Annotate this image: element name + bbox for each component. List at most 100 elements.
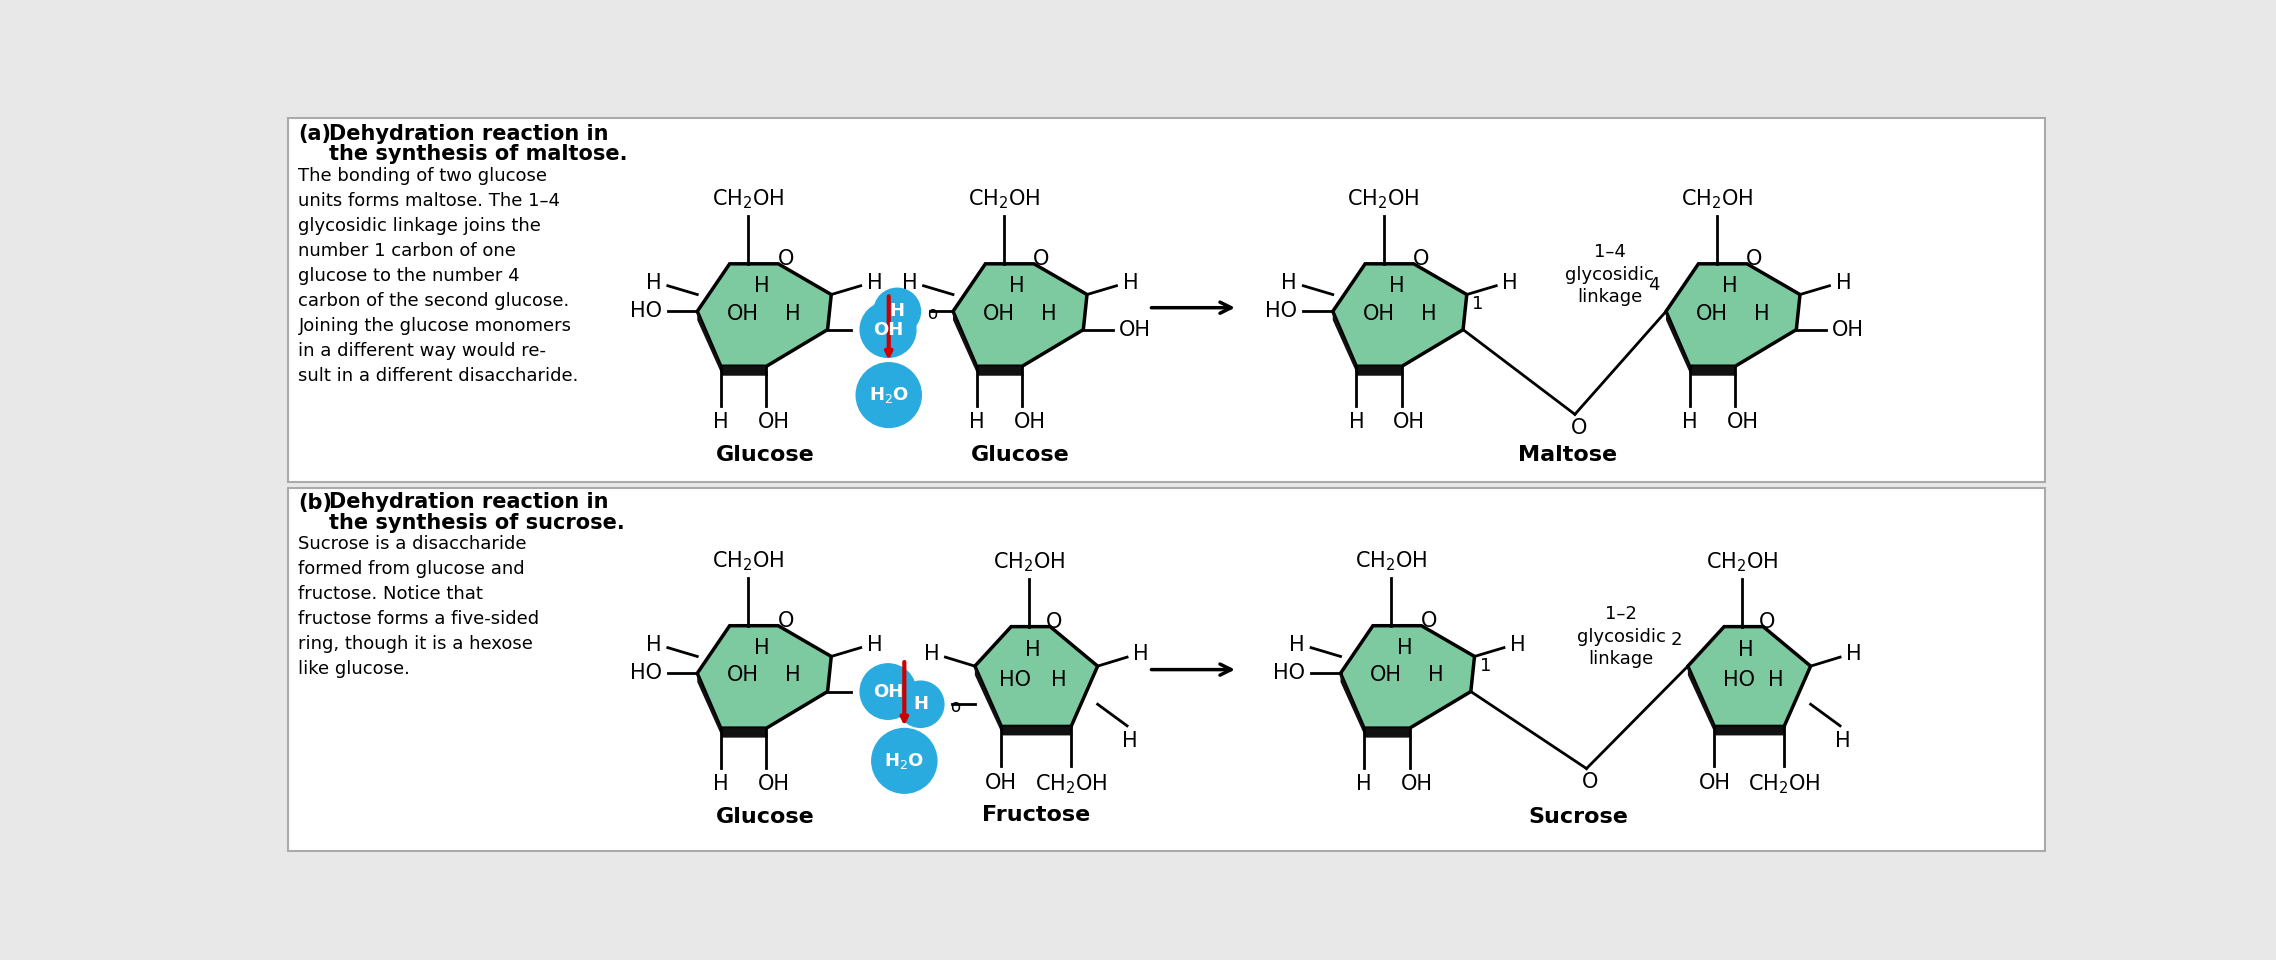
Text: H: H: [646, 635, 662, 655]
Polygon shape: [1334, 311, 1404, 375]
Text: o: o: [926, 305, 938, 324]
Text: OH: OH: [874, 321, 904, 339]
Text: H: H: [970, 413, 986, 432]
Polygon shape: [974, 627, 1097, 727]
Text: O: O: [778, 612, 794, 632]
Text: CH$_2$OH: CH$_2$OH: [1036, 773, 1108, 796]
Text: OH: OH: [1393, 413, 1425, 432]
Text: O: O: [1420, 612, 1436, 632]
Text: H: H: [785, 303, 801, 324]
Text: CH$_2$OH: CH$_2$OH: [967, 188, 1040, 211]
Text: H: H: [867, 635, 883, 655]
Text: H: H: [712, 775, 728, 794]
Circle shape: [872, 729, 938, 793]
Text: H: H: [1834, 732, 1850, 751]
Text: Glucose: Glucose: [972, 444, 1070, 465]
Circle shape: [856, 363, 922, 427]
Text: H$_2$O: H$_2$O: [869, 385, 908, 405]
Text: OH: OH: [1120, 320, 1152, 340]
Text: O: O: [1033, 250, 1049, 270]
Text: H: H: [1502, 273, 1518, 293]
Text: O: O: [778, 250, 794, 270]
Text: H: H: [867, 273, 883, 293]
Text: 1: 1: [1479, 657, 1491, 675]
Text: HO: HO: [999, 670, 1031, 690]
Text: OH: OH: [874, 683, 904, 701]
Polygon shape: [1341, 626, 1475, 728]
Text: 1–2: 1–2: [1605, 605, 1636, 623]
Text: OH: OH: [726, 303, 758, 324]
Circle shape: [874, 288, 920, 334]
Text: o: o: [949, 698, 960, 716]
Polygon shape: [1341, 673, 1411, 737]
Text: H: H: [1356, 775, 1372, 794]
Text: H: H: [1288, 635, 1304, 655]
Text: H: H: [924, 644, 940, 664]
Text: O: O: [1759, 612, 1775, 633]
Text: O: O: [1047, 612, 1063, 633]
Text: 1: 1: [1473, 295, 1484, 313]
Text: OH: OH: [1698, 773, 1730, 793]
Text: H: H: [1768, 670, 1784, 690]
Text: H: H: [1397, 637, 1413, 658]
Text: H: H: [1347, 413, 1363, 432]
Text: CH$_2$OH: CH$_2$OH: [1748, 773, 1821, 796]
Text: O: O: [1746, 250, 1762, 270]
Text: Glucose: Glucose: [715, 444, 815, 465]
Text: H: H: [1837, 273, 1850, 293]
Text: HO: HO: [1265, 301, 1297, 322]
Text: Dehydration reaction in: Dehydration reaction in: [330, 125, 610, 144]
Text: H$_2$O: H$_2$O: [885, 751, 924, 771]
Text: (b): (b): [298, 492, 332, 513]
Text: H: H: [1420, 303, 1436, 324]
Text: O: O: [1570, 419, 1586, 438]
Text: OH: OH: [986, 773, 1017, 793]
Text: Sucrose: Sucrose: [1529, 806, 1630, 827]
Text: OH: OH: [758, 413, 790, 432]
Text: OH: OH: [1402, 775, 1434, 794]
Text: H: H: [1682, 413, 1698, 432]
Polygon shape: [696, 626, 831, 728]
Text: OH: OH: [1696, 303, 1727, 324]
Circle shape: [860, 663, 915, 719]
Text: H: H: [1024, 640, 1040, 660]
Text: H: H: [753, 637, 769, 658]
Text: HO: HO: [630, 663, 662, 684]
Text: OH: OH: [758, 775, 790, 794]
Text: The bonding of two glucose
units forms maltose. The 1–4
glycosidic linkage joins: The bonding of two glucose units forms m…: [298, 167, 578, 385]
Polygon shape: [974, 666, 1072, 735]
Text: (a): (a): [298, 125, 332, 144]
Text: Sucrose is a disaccharide
formed from glucose and
fructose. Notice that
fructose: Sucrose is a disaccharide formed from gl…: [298, 535, 539, 678]
Text: H: H: [1511, 635, 1525, 655]
Text: 4: 4: [1648, 276, 1659, 295]
Text: H: H: [1133, 644, 1149, 664]
Polygon shape: [954, 264, 1088, 366]
Text: Maltose: Maltose: [1518, 444, 1616, 465]
FancyBboxPatch shape: [287, 488, 2046, 852]
Text: H: H: [1040, 303, 1056, 324]
Text: H: H: [1008, 276, 1024, 296]
Circle shape: [860, 302, 915, 357]
Text: O: O: [1413, 250, 1429, 270]
Polygon shape: [1666, 311, 1737, 375]
Text: H: H: [1122, 732, 1138, 751]
Text: H: H: [901, 273, 917, 293]
Text: CH$_2$OH: CH$_2$OH: [712, 550, 785, 573]
Polygon shape: [1334, 264, 1466, 366]
Text: HO: HO: [1272, 663, 1304, 684]
Text: H: H: [1739, 640, 1753, 660]
Text: OH: OH: [1013, 413, 1045, 432]
Text: H: H: [1122, 273, 1138, 293]
Text: OH: OH: [726, 665, 758, 685]
Text: glycosidic: glycosidic: [1566, 266, 1655, 284]
Text: H: H: [1846, 644, 1862, 664]
Text: H: H: [1723, 276, 1739, 296]
Text: 1–4: 1–4: [1593, 243, 1625, 261]
Polygon shape: [1689, 627, 1812, 727]
Text: H: H: [890, 302, 906, 321]
Text: CH$_2$OH: CH$_2$OH: [1354, 550, 1427, 573]
Text: H: H: [753, 276, 769, 296]
Text: H: H: [1388, 276, 1404, 296]
Text: OH: OH: [1727, 413, 1759, 432]
Circle shape: [897, 682, 945, 728]
